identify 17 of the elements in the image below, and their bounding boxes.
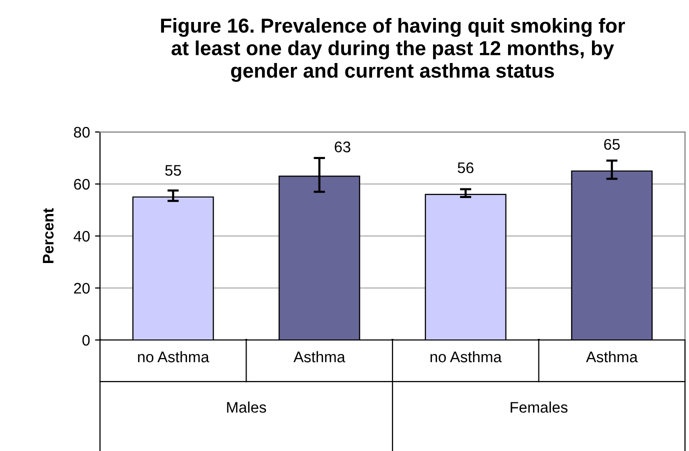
y-tick-label: 20 (74, 282, 90, 294)
text: Females (510, 402, 568, 413)
x-tick-label: no Asthma (138, 351, 210, 362)
x-tick-label: Asthma (294, 351, 346, 362)
data-label: 65 (604, 138, 620, 150)
data-label: 56 (458, 162, 474, 174)
y-tick-label: 80 (74, 126, 90, 138)
y-tick-label: 0 (82, 334, 90, 346)
y-axis-title: Percent (42, 208, 54, 263)
x-tick-label: no Asthma (430, 351, 502, 362)
data-label: 55 (165, 165, 181, 176)
data-label: 63 (334, 142, 350, 152)
text: Males (227, 402, 266, 413)
y-tick-label: 60 (74, 178, 90, 190)
x-tick-label: Asthma (586, 351, 638, 362)
chart-title: Figure 16. Prevalence of having quit smoking for at least one day during the past 12 months, by gender and current asthma status (161, 18, 625, 82)
y-tick-label: 40 (74, 230, 90, 242)
